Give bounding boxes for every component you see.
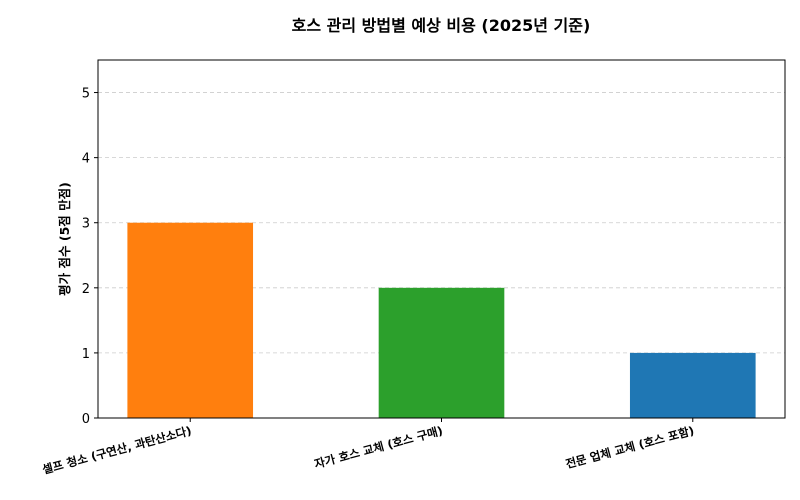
bar [629, 352, 756, 418]
y-tick-label: 5 [82, 87, 90, 102]
y-tick-label: 4 [82, 152, 90, 167]
bar [127, 222, 254, 418]
chart-title: 호스 관리 방법별 예상 비용 (2025년 기준) [292, 16, 591, 35]
y-tick-label: 0 [82, 412, 90, 427]
y-axis-ticks: 0 1 2 3 4 5 [82, 87, 98, 427]
bar [378, 287, 505, 418]
x-tick-label: 셀프 청소 (구연산, 과탄산소다) [41, 423, 193, 476]
x-tick-label: 전문 업체 교체 (호스 포함) [564, 423, 695, 471]
x-axis-ticks: 셀프 청소 (구연산, 과탄산소다) 자가 호스 교체 (호스 구매) 전문 업체 … [41, 418, 696, 477]
x-tick-label: 자가 호스 교체 (호스 구매) [313, 423, 444, 471]
y-tick-label: 2 [82, 282, 90, 297]
y-axis-label: 평가 점수 (5점 만점) [57, 182, 72, 296]
y-tick-label: 3 [82, 217, 90, 232]
y-tick-label: 1 [82, 347, 90, 362]
bars [127, 222, 756, 418]
